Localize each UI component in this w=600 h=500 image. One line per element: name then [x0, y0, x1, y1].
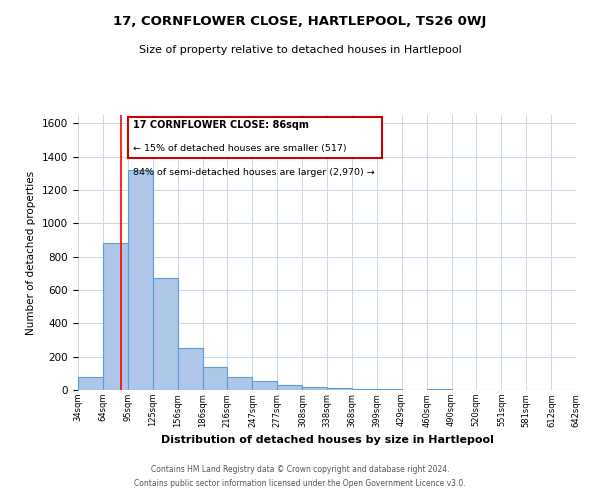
X-axis label: Distribution of detached houses by size in Hartlepool: Distribution of detached houses by size …	[161, 435, 493, 445]
Bar	[377, 389, 401, 390]
Bar	[352, 389, 377, 390]
Bar	[128, 170, 152, 390]
Bar	[128, 118, 382, 158]
Text: Size of property relative to detached houses in Hartlepool: Size of property relative to detached ho…	[139, 45, 461, 55]
Bar	[227, 376, 253, 390]
Bar	[277, 385, 302, 390]
Bar	[103, 244, 128, 390]
Bar	[253, 381, 277, 390]
Bar	[78, 376, 103, 390]
Text: ← 15% of detached houses are smaller (517): ← 15% of detached houses are smaller (51…	[133, 144, 347, 152]
Y-axis label: Number of detached properties: Number of detached properties	[26, 170, 37, 334]
Bar	[327, 388, 352, 390]
Text: 84% of semi-detached houses are larger (2,970) →: 84% of semi-detached houses are larger (…	[133, 168, 374, 177]
Text: 17 CORNFLOWER CLOSE: 86sqm: 17 CORNFLOWER CLOSE: 86sqm	[133, 120, 309, 130]
Bar	[302, 386, 327, 390]
Bar	[427, 389, 452, 390]
Bar	[152, 278, 178, 390]
Text: 17, CORNFLOWER CLOSE, HARTLEPOOL, TS26 0WJ: 17, CORNFLOWER CLOSE, HARTLEPOOL, TS26 0…	[113, 15, 487, 28]
Bar	[178, 348, 203, 390]
Bar	[203, 366, 227, 390]
Text: Contains HM Land Registry data © Crown copyright and database right 2024.
Contai: Contains HM Land Registry data © Crown c…	[134, 466, 466, 487]
